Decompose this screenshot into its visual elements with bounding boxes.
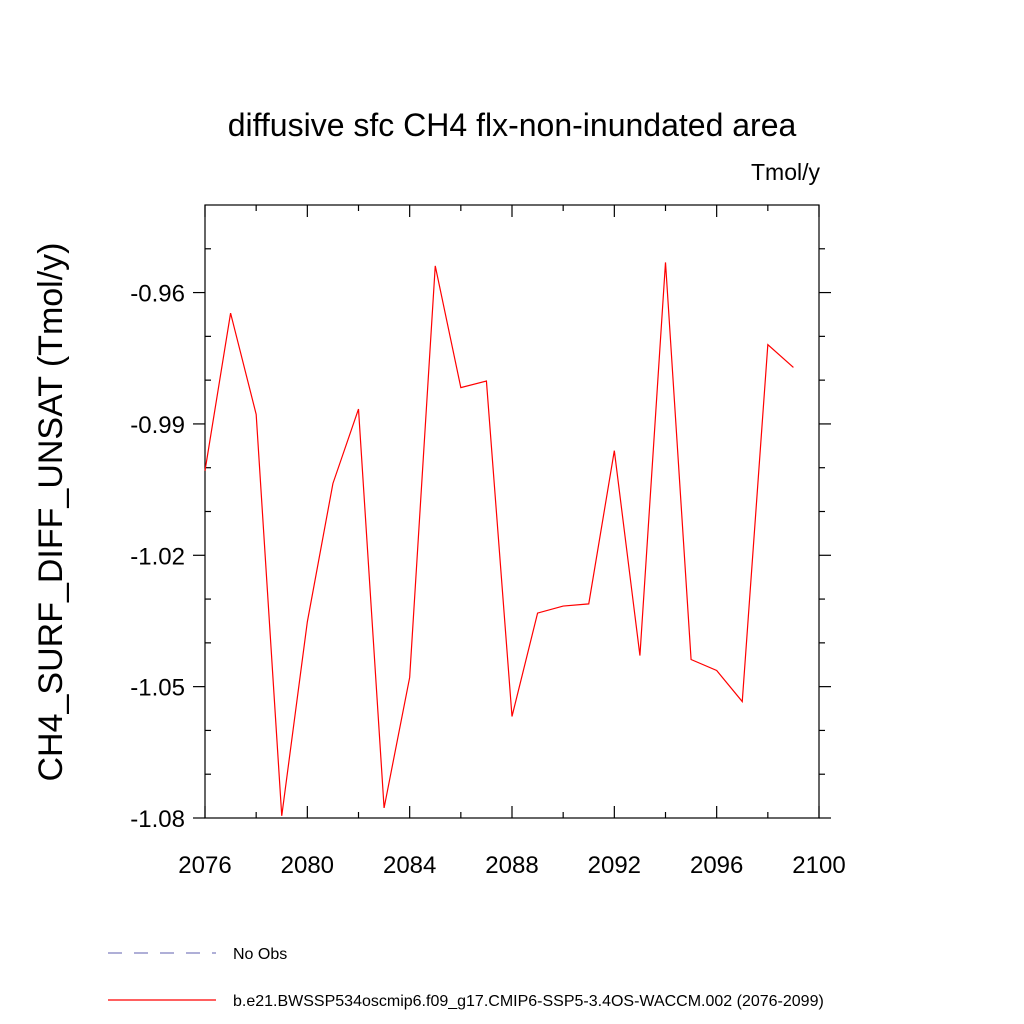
axis-ticks (193, 205, 831, 819)
chart-title: diffusive sfc CH4 flx-non-inundated area (228, 107, 797, 143)
plot-frame (204, 204, 820, 819)
y-tick-label: -0.99 (130, 412, 185, 439)
legend: No Obs b.e21.BWSSP534oscmip6.f09_g17.CMIP… (108, 946, 824, 1010)
x-tick-label: 2088 (485, 852, 538, 879)
axis-tick-labels: 2076 2080 2084 2088 2092 2096 2100 -1.08 -1.05 -1… (130, 281, 845, 879)
x-tick-label: 2076 (178, 852, 231, 879)
y-tick-label: -0.96 (130, 281, 185, 308)
x-tick-label: 2096 (690, 852, 743, 879)
legend-label: b.e21.BWSSP534oscmip6.f09_g17.CMIP6-SSP5… (233, 993, 824, 1010)
x-tick-label: 2092 (588, 852, 641, 879)
y-tick-label: -1.08 (130, 806, 185, 833)
x-tick-label: 2100 (792, 852, 845, 879)
series-line (204, 262, 794, 816)
x-tick-label: 2084 (383, 852, 436, 879)
y-axis-label: CH4_SURF_DIFF_UNSAT (Tmol/y) (32, 242, 70, 781)
y-tick-label: -1.05 (130, 675, 185, 702)
x-tick-label: 2080 (281, 852, 334, 879)
units-label: Tmol/y (751, 159, 821, 185)
series-layer (204, 262, 794, 816)
legend-label: No Obs (233, 946, 287, 963)
y-tick-label: -1.02 (130, 543, 185, 570)
